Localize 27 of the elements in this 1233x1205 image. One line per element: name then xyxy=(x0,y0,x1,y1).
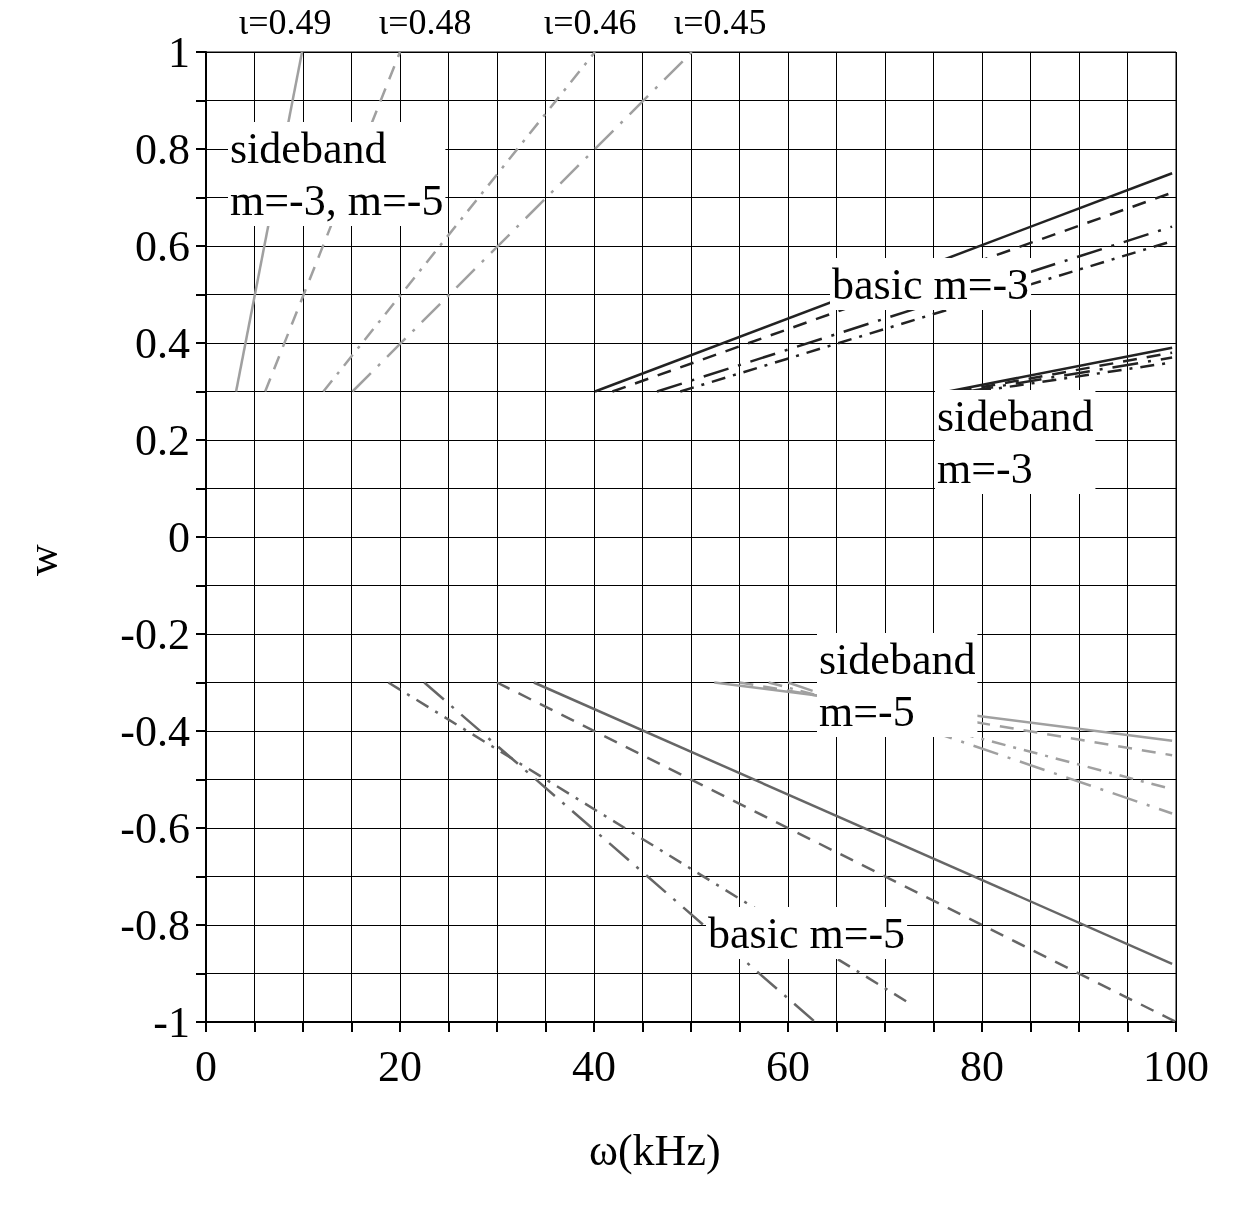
x-axis-title: ω(kHz) xyxy=(589,1125,721,1175)
y-tick-label: 0.8 xyxy=(135,124,190,174)
text: ι=0.48 xyxy=(378,2,472,42)
x-tick-label: 60 xyxy=(766,1041,810,1091)
x-tick-label: 80 xyxy=(960,1041,1004,1091)
y-tick-label: 1 xyxy=(168,27,190,77)
y-tick-label: -1 xyxy=(153,997,190,1047)
y-tick-label: -0.8 xyxy=(120,900,190,950)
y-tick-label: -0.4 xyxy=(120,706,190,756)
x-tick-label: 40 xyxy=(572,1041,616,1091)
annotation: sideband m=-3 xyxy=(937,391,1094,493)
x-tick-label: 20 xyxy=(378,1041,422,1091)
annotation: sideband m=-5 xyxy=(819,634,976,736)
y-axis-title: w xyxy=(17,543,67,576)
y-tick-label: 0.4 xyxy=(135,318,190,368)
annotation: sideband m=-3, m=-5 xyxy=(230,123,444,225)
y-tick-label: 0.6 xyxy=(135,221,190,271)
y-tick-label: 0.2 xyxy=(135,415,190,465)
text: ι=0.45 xyxy=(673,2,767,42)
text: ι=0.49 xyxy=(238,2,332,42)
annotation: basic m=-3 xyxy=(832,259,1030,309)
y-tick-label: -0.6 xyxy=(120,803,190,853)
y-tick-label: 0 xyxy=(168,512,190,562)
text: ι=0.46 xyxy=(543,2,637,42)
x-tick-label: 100 xyxy=(1143,1041,1209,1091)
annotation: basic m=-5 xyxy=(708,908,906,958)
y-tick-label: -0.2 xyxy=(120,609,190,659)
